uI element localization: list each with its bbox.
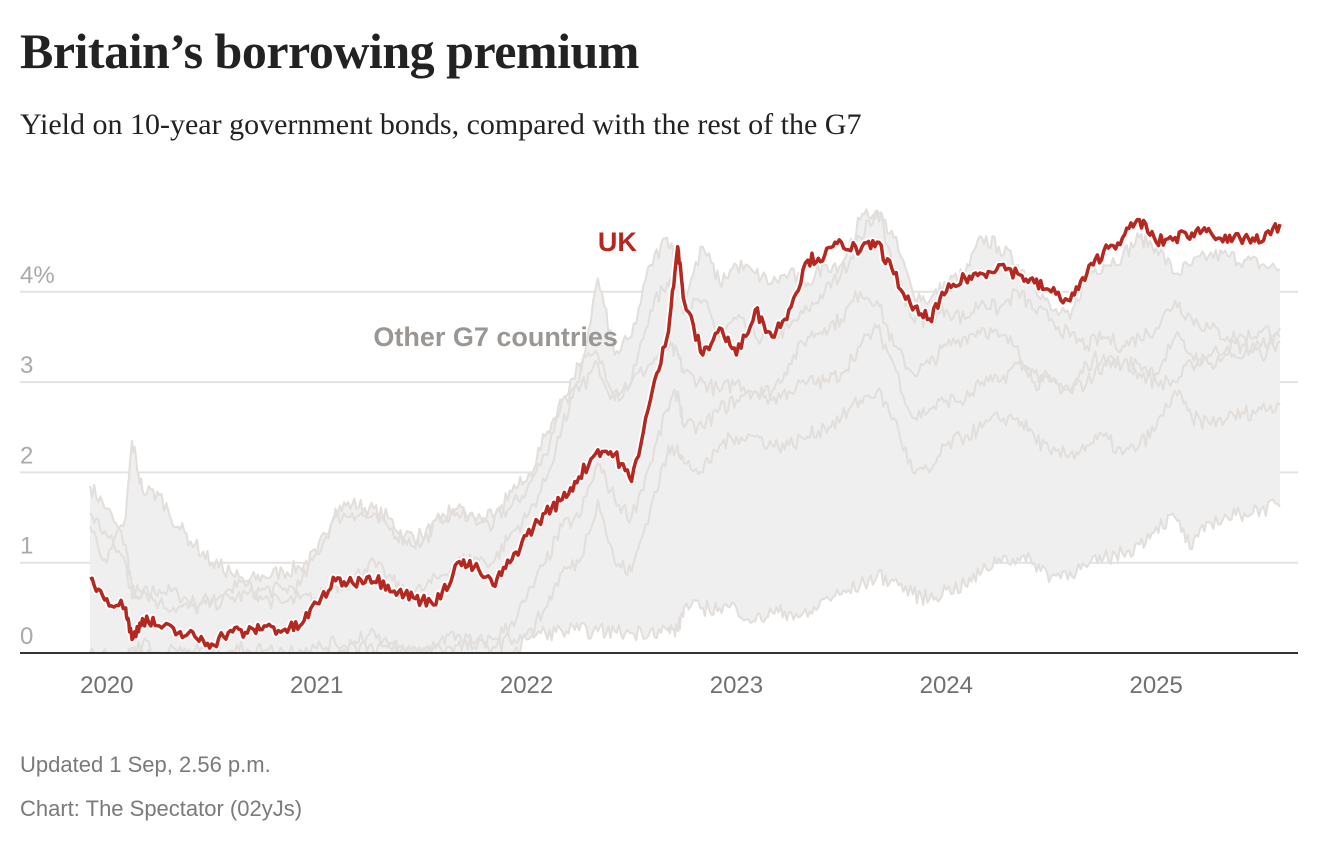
y-tick-label: 1: [20, 533, 33, 560]
chart-subtitle: Yield on 10-year government bonds, compa…: [20, 108, 862, 141]
x-tick-label: 2020: [80, 672, 133, 699]
uk-line-group: [88, 216, 1284, 652]
x-tick-label: 2021: [290, 672, 343, 699]
chart-title: Britain’s borrowing premium: [20, 23, 639, 79]
updated-timestamp: Updated 1 Sep, 2.56 p.m.: [20, 752, 271, 777]
series-labels: UK Other G7 countries: [373, 227, 637, 352]
x-tick-label: 2024: [920, 672, 973, 699]
x-tick-label: 2023: [710, 672, 763, 699]
g7-range-band: [90, 209, 1280, 654]
y-axis-ticks: 0 1 2 3 4%: [20, 262, 55, 650]
g7-band-area: [90, 209, 1280, 654]
x-tick-label: 2025: [1129, 672, 1182, 699]
x-axis-ticks: 2020 2021 2022 2023 2024 2025: [80, 672, 1183, 699]
uk-series-label: UK: [598, 227, 637, 257]
other-g7-series-label: Other G7 countries: [373, 322, 618, 352]
y-tick-label: 2: [20, 442, 33, 469]
line-canada: [89, 290, 1281, 615]
y-tick-label: 3: [20, 352, 33, 379]
y-tick-label: 0: [20, 623, 33, 650]
chart-source: Chart: The Spectator (02yJs): [20, 796, 303, 821]
x-tick-label: 2022: [500, 672, 553, 699]
uk-line: [89, 217, 1282, 650]
y-tick-label: 4%: [20, 262, 55, 289]
